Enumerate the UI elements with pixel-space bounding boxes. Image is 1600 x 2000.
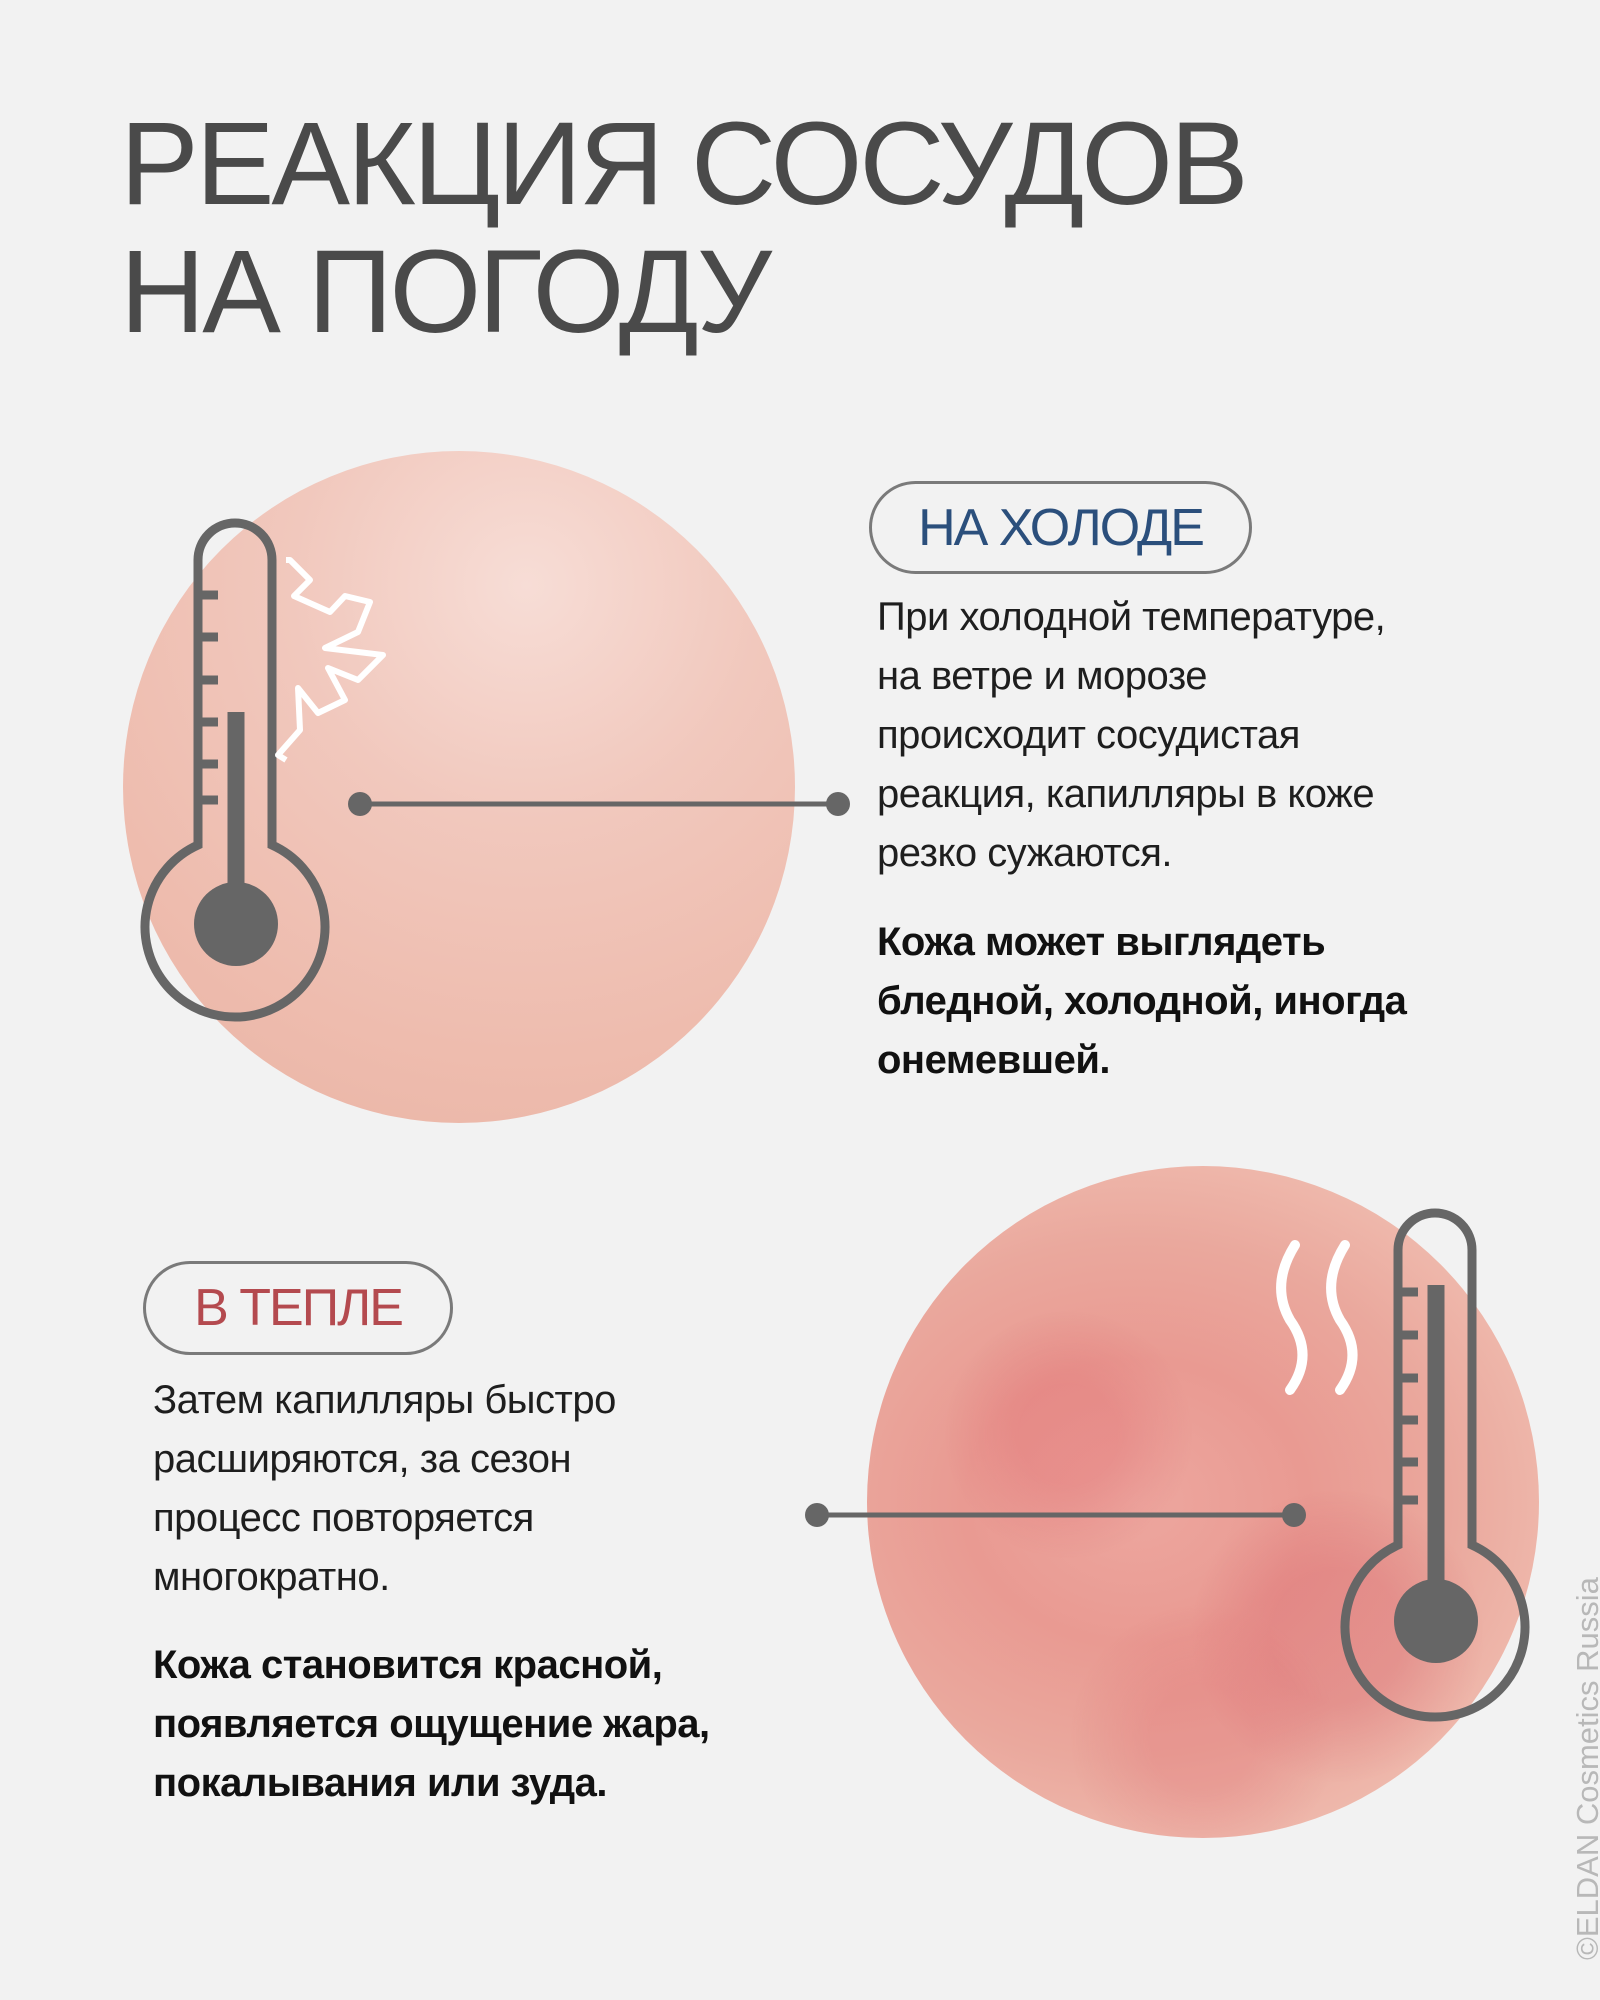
cold-effect: Кожа может выглядеть бледной, холодной, … bbox=[877, 913, 1517, 1090]
title-line-1: РЕАКЦИЯ СОСУДОВ bbox=[120, 98, 1249, 230]
text-line: Затем капилляры быстро bbox=[153, 1378, 616, 1422]
text-line: появляется ощущение жара, bbox=[153, 1702, 710, 1746]
text-line: бледной, холодной, иногда bbox=[877, 979, 1407, 1023]
text-line: Кожа может выглядеть bbox=[877, 920, 1326, 964]
text-line: многократно. bbox=[153, 1555, 390, 1599]
connector-line-cold bbox=[348, 792, 850, 816]
warm-skin-image bbox=[867, 1166, 1539, 1838]
text-line: онемевшей. bbox=[877, 1038, 1111, 1082]
heat-waves-icon bbox=[1276, 1240, 1358, 1395]
cold-badge: НА ХОЛОДЕ bbox=[869, 481, 1252, 574]
text-line: реакция, капилляры в коже bbox=[877, 772, 1375, 816]
text-line: покалывания или зуда. bbox=[153, 1761, 608, 1805]
text-line: резко сужаются. bbox=[877, 831, 1172, 875]
thermometer-icon bbox=[1340, 1208, 1530, 1722]
text-line: процесс повторяется bbox=[153, 1496, 534, 1540]
warm-description: Затем капилляры быстро расширяются, за с… bbox=[153, 1371, 793, 1607]
thermometer-icon bbox=[140, 518, 330, 1022]
text-line: Кожа становится красной, bbox=[153, 1643, 663, 1687]
page-title: РЕАКЦИЯ СОСУДОВ НА ПОГОДУ bbox=[120, 98, 1249, 358]
text-line: на ветре и морозе bbox=[877, 654, 1207, 698]
text-line: расширяются, за сезон bbox=[153, 1437, 572, 1481]
snowflake-icon bbox=[275, 557, 386, 763]
warm-badge: В ТЕПЛЕ bbox=[143, 1261, 453, 1355]
watermark: ©ELDAN Cosmetics Russia bbox=[1570, 1577, 1600, 1960]
connector-line-warm bbox=[805, 1503, 1306, 1527]
cold-description: При холодной температуре, на ветре и мор… bbox=[877, 588, 1517, 883]
text-line: происходит сосудистая bbox=[877, 713, 1300, 757]
text-line: При холодной температуре, bbox=[877, 595, 1386, 639]
warm-effect: Кожа становится красной, появляется ощущ… bbox=[153, 1636, 813, 1813]
title-line-2: НА ПОГОДУ bbox=[120, 226, 772, 358]
